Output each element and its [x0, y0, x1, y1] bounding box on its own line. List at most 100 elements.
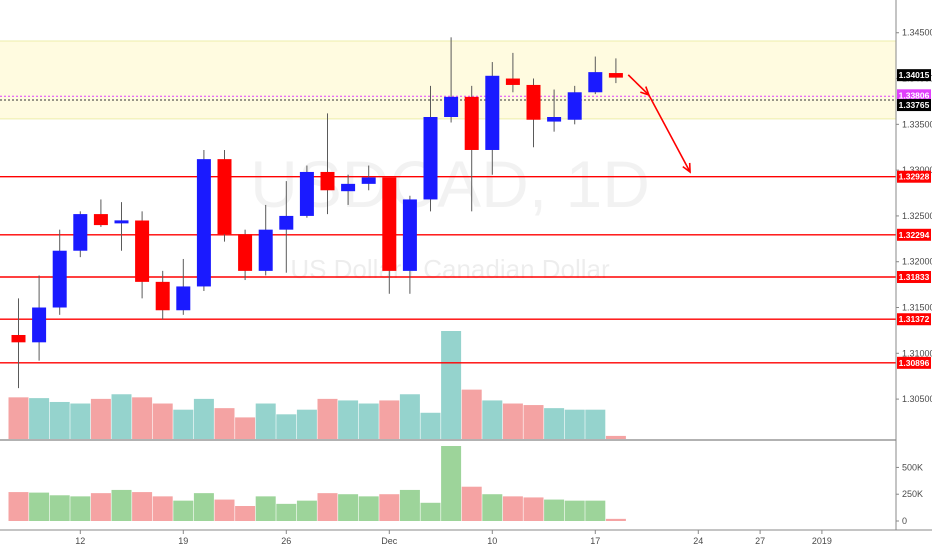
time-tick-label: 19 — [178, 536, 188, 546]
volume-overlay-bar — [358, 403, 379, 439]
level-price-tag: 1.31833 — [897, 271, 931, 284]
current-price-tag: 1.33765 — [897, 99, 931, 112]
volume-overlay-bar — [441, 331, 462, 439]
level-price-tag: 1.32294 — [897, 228, 931, 241]
candle — [217, 149, 232, 242]
volume-overlay-bar — [132, 397, 153, 439]
volume-bar — [132, 492, 153, 521]
volume-bar — [152, 496, 173, 521]
candle — [196, 149, 211, 292]
volume-bar — [70, 496, 91, 521]
level-price-tag-bg — [897, 271, 931, 284]
candle-body-down — [526, 84, 541, 120]
candle-body-down — [382, 177, 397, 271]
current-price-tag: 1.34015 — [897, 69, 931, 82]
volume-overlay-bar — [523, 405, 544, 439]
candle-body-down — [155, 281, 170, 311]
level-price-tag-bg — [897, 228, 931, 241]
volume-bar — [399, 489, 420, 521]
candle — [361, 165, 376, 191]
volume-overlay — [8, 331, 626, 439]
candle-body-down — [505, 78, 520, 85]
candle-body-up — [299, 171, 314, 216]
volume-overlay-bar — [544, 408, 565, 439]
volume-tick-label: 0 — [902, 516, 907, 526]
price-tick-label: 1.30500 — [902, 394, 932, 404]
level-price-tag: 1.31372 — [897, 313, 931, 326]
candle — [258, 204, 273, 276]
level-price-tag-text: 1.31372 — [899, 314, 930, 324]
candle — [135, 211, 150, 299]
candle-body-down — [217, 159, 232, 235]
volume-tick-label: 500K — [902, 462, 923, 472]
projection-arrowhead-final[interactable] — [682, 162, 691, 174]
candle-body-down — [135, 220, 150, 282]
level-price-tag-text: 1.31833 — [899, 272, 930, 282]
volume-bar — [461, 486, 482, 521]
volume-overlay-bar — [317, 398, 338, 439]
candle-body-up — [279, 215, 294, 230]
level-price-tag-bg — [897, 313, 931, 326]
candle-body-up — [547, 117, 562, 122]
candle — [11, 298, 26, 389]
volume-bar — [379, 494, 400, 521]
candle — [588, 56, 603, 95]
candle — [547, 89, 562, 132]
time-tick-label: 24 — [693, 536, 703, 546]
candle-body-up — [196, 159, 211, 287]
volume-overlay-bar — [29, 398, 50, 439]
volume-bar — [317, 493, 338, 521]
volume-bar — [90, 493, 111, 521]
volume-overlay-bar — [605, 435, 626, 439]
volume-overlay-bar — [193, 398, 214, 439]
candle — [402, 195, 417, 294]
candle — [176, 258, 191, 315]
time-tick-label: 26 — [281, 536, 291, 546]
volume-bar — [8, 492, 29, 521]
level-price-tag-bg — [897, 356, 931, 369]
time-tick-label: 12 — [75, 536, 85, 546]
candle — [279, 181, 294, 273]
price-tick-label: 1.31500 — [902, 303, 932, 313]
current-price-tag-text: 1.34015 — [899, 70, 930, 80]
volume-bar — [564, 500, 585, 521]
candle — [155, 270, 170, 320]
volume-bar — [255, 496, 276, 521]
candle — [341, 174, 356, 205]
candle-body-down — [93, 214, 108, 226]
volume-bar — [193, 493, 214, 521]
candle — [73, 211, 88, 258]
volume-bar — [29, 492, 50, 521]
current-price-tag-bg — [897, 69, 931, 82]
candle-body-up — [73, 214, 88, 251]
volume-overlay-bar — [420, 412, 441, 439]
volume-bar — [296, 500, 317, 521]
candle-body-up — [423, 117, 438, 200]
current-price-tag-text: 1.33765 — [899, 100, 930, 110]
time-tick-label: 27 — [755, 536, 765, 546]
candle-body-up — [341, 183, 356, 192]
projection-arrow[interactable] — [627, 74, 691, 174]
level-price-tag-text: 1.32294 — [899, 230, 930, 240]
candle-body-down — [238, 234, 253, 271]
candle-body-up — [567, 92, 582, 120]
price-tick-label: 1.32000 — [902, 257, 932, 267]
candle-body-up — [485, 75, 500, 150]
candle-body-up — [402, 199, 417, 271]
current-price-tag: 1.33806 — [897, 89, 931, 102]
candle — [505, 52, 520, 93]
time-tick-label: 10 — [487, 536, 497, 546]
candle-body-up — [444, 96, 459, 118]
time-tick-label: Dec — [381, 536, 398, 546]
volume-bar — [544, 499, 565, 521]
level-price-tag-text: 1.32928 — [899, 172, 930, 182]
watermark: USDCAD, 1D US Dollar / Canadian Dollar — [250, 147, 650, 284]
projection-arrowhead-first[interactable] — [640, 86, 651, 97]
volume-overlay-bar — [152, 403, 173, 439]
candle — [299, 165, 314, 218]
volume-bar — [482, 494, 503, 521]
candle — [423, 85, 438, 212]
candle-body-up — [588, 72, 603, 93]
candle — [238, 229, 253, 281]
